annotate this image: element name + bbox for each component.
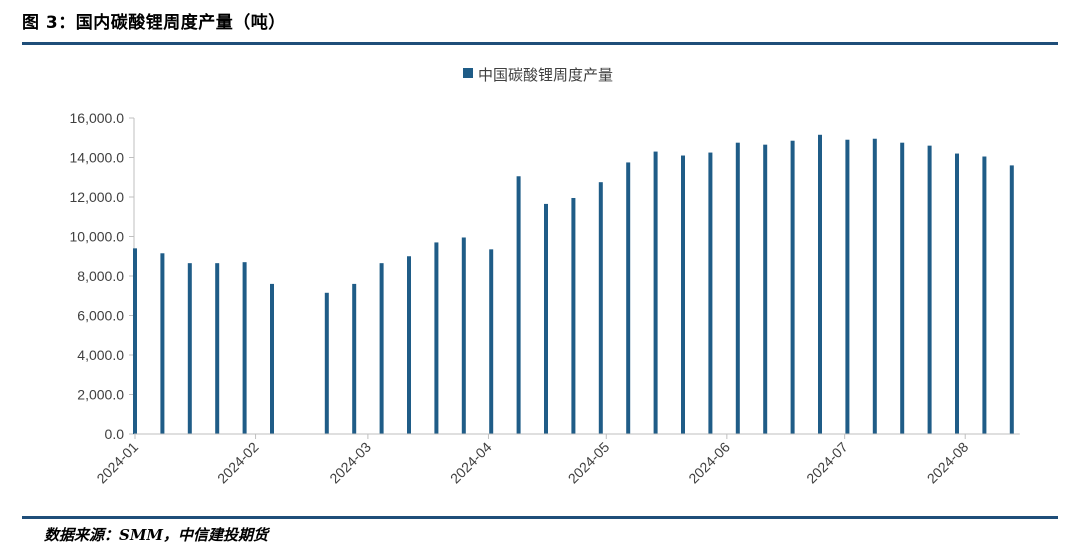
bar xyxy=(598,182,603,434)
y-tick-label: 8,000.0 xyxy=(77,268,124,284)
source-note: 数据来源：SMM，中信建投期货 xyxy=(44,526,269,544)
chart-title: 图 3：国内碳酸锂周度产量（吨） xyxy=(22,13,286,33)
legend-swatch xyxy=(463,68,473,78)
bottom-divider xyxy=(22,516,1058,519)
bar xyxy=(982,156,987,434)
x-tick-label: 2024-02 xyxy=(214,439,262,487)
y-tick-label: 10,000.0 xyxy=(70,229,125,245)
bar xyxy=(845,139,850,434)
bar xyxy=(927,145,932,434)
bar xyxy=(1009,165,1014,434)
bar xyxy=(955,153,959,435)
bar xyxy=(215,263,220,434)
bar xyxy=(434,242,439,434)
x-tick-label: 2024-07 xyxy=(803,439,851,487)
bar xyxy=(407,256,411,434)
y-tick-label: 0.0 xyxy=(105,426,125,442)
bar xyxy=(571,197,576,434)
bar xyxy=(461,237,466,434)
y-tick-label: 4,000.0 xyxy=(77,347,124,363)
bar xyxy=(626,162,631,434)
bar xyxy=(379,263,384,434)
legend: 中国碳酸锂周度产量 xyxy=(463,66,613,84)
bar xyxy=(324,292,329,434)
bar xyxy=(187,263,192,434)
x-tick-label: 2024-06 xyxy=(685,439,733,487)
bar xyxy=(763,144,768,434)
bars xyxy=(133,134,1014,435)
y-tick-label: 14,000.0 xyxy=(70,150,125,166)
bar xyxy=(352,283,357,434)
bar xyxy=(900,142,905,434)
x-tick-label: 2024-04 xyxy=(447,439,495,487)
x-tick-label: 2024-05 xyxy=(565,439,613,487)
bar xyxy=(653,151,658,434)
bar xyxy=(681,155,685,434)
bar xyxy=(735,142,740,434)
x-tick-label: 2024-08 xyxy=(924,439,972,487)
bar xyxy=(242,262,247,434)
y-tick-label: 12,000.0 xyxy=(70,189,125,205)
x-axis: 2024-01 2024-02 2024-03 2024-04 2024-05 2024-… xyxy=(93,433,1020,487)
y-tick-label: 16,000.0 xyxy=(70,110,125,126)
bar xyxy=(516,176,521,434)
x-tick-label: 2024-03 xyxy=(326,439,374,487)
bar xyxy=(708,152,713,434)
bar xyxy=(790,140,795,434)
bar xyxy=(872,138,877,435)
bar xyxy=(489,249,494,434)
bar xyxy=(270,283,274,434)
legend-label: 中国碳酸锂周度产量 xyxy=(478,66,613,84)
y-tick-label: 2,000.0 xyxy=(77,387,124,403)
bar xyxy=(818,134,822,434)
bar xyxy=(544,203,548,434)
y-axis: 0.0 2,000.0 4,000.0 6,000.0 8,000.0 10,000.0 1… xyxy=(70,110,135,442)
bar xyxy=(160,253,165,434)
top-divider xyxy=(22,42,1058,45)
x-tick-label: 2024-01 xyxy=(93,439,141,487)
y-tick-label: 6,000.0 xyxy=(77,308,124,324)
bar xyxy=(133,248,137,434)
